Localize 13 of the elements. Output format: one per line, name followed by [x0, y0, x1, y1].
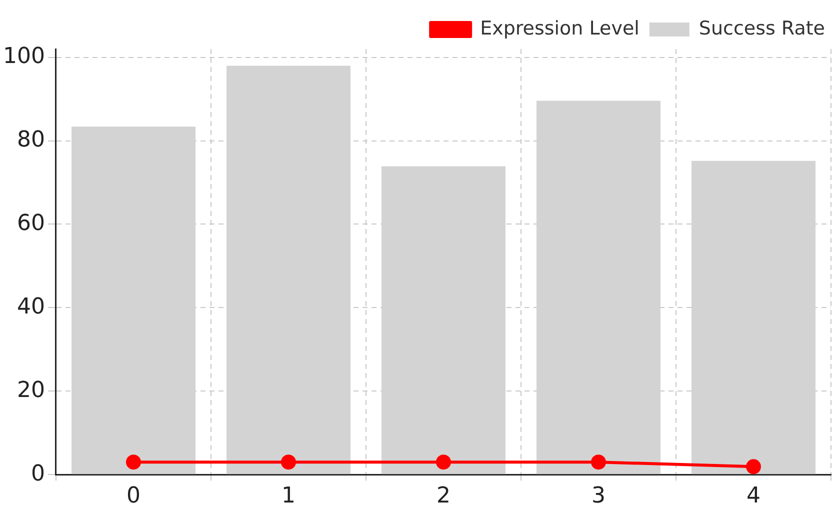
y-tick-label: 0 — [30, 461, 45, 486]
legend-label: Expression Level — [480, 17, 640, 40]
y-tick-label: 20 — [16, 378, 45, 403]
x-tick-label: 0 — [126, 484, 140, 509]
y-tick-label: 60 — [16, 210, 45, 236]
x-tick-label: 1 — [281, 484, 296, 509]
y-tick-label: 40 — [16, 294, 45, 320]
y-tick-label: 80 — [16, 128, 45, 153]
x-tick-label: 2 — [436, 484, 450, 509]
legend-label: Success Rate — [698, 17, 826, 40]
y-tick-label: 100 — [2, 44, 45, 70]
x-tick-label: 3 — [591, 484, 606, 509]
x-tick-label: 4 — [746, 484, 760, 509]
